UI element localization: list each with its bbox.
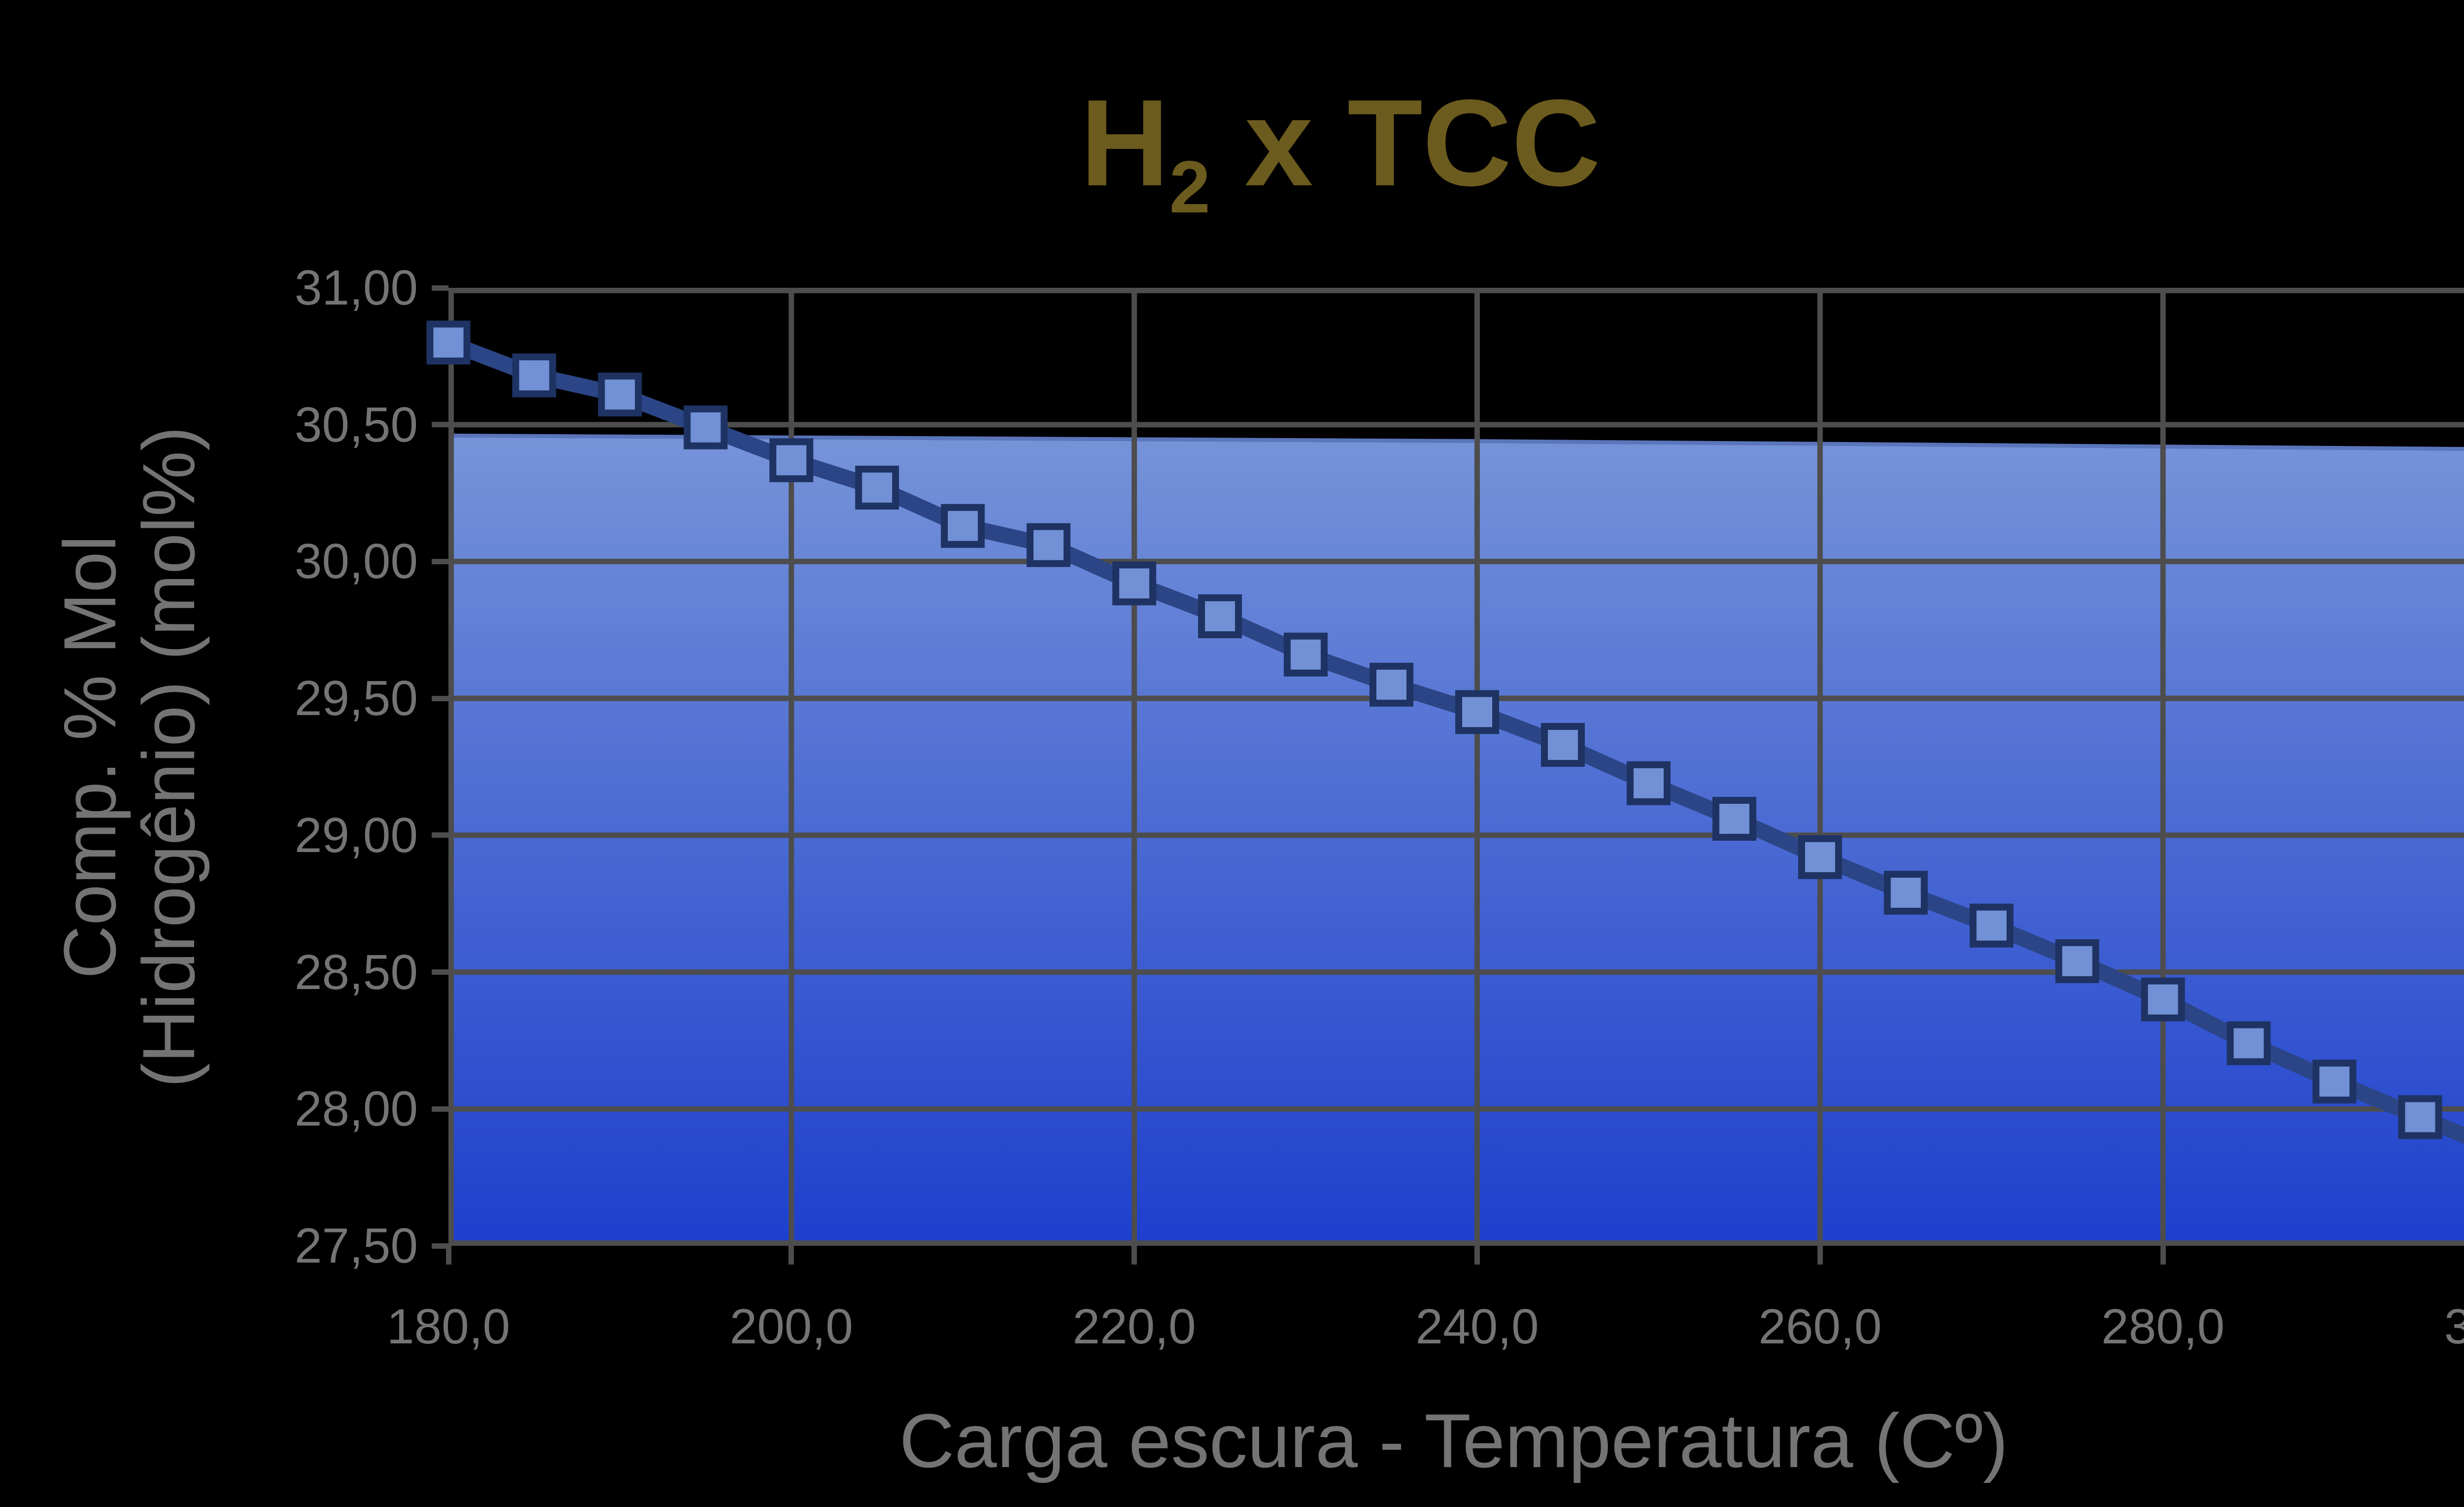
y-tick-label: 30,50: [294, 397, 418, 452]
y-axis-title-line2: (Hidrogênio) (mol%): [127, 426, 210, 1088]
data-point-marker: [2055, 939, 2099, 983]
x-tick-mark: [1131, 1246, 1137, 1265]
x-axis-title: Carga escura - Temperatura (Cº): [899, 1398, 2009, 1483]
data-point-marker: [1198, 594, 1242, 639]
data-point-marker: [598, 373, 642, 417]
data-point-marker: [512, 353, 556, 398]
y-tick-mark: [432, 1243, 448, 1249]
chart-svg: [426, 288, 2464, 1246]
y-tick-label: 29,50: [294, 671, 418, 726]
chart-title: H2 x TCC: [848, 76, 1833, 253]
x-tick-label: 200,0: [729, 1299, 853, 1354]
x-tick-mark: [2160, 1246, 2166, 1265]
data-point-marker: [2226, 1021, 2271, 1065]
data-point-marker: [941, 504, 985, 548]
data-point-marker: [1969, 903, 2014, 948]
data-point-marker: [1284, 632, 1328, 677]
data-point-marker: [2312, 1060, 2357, 1104]
y-tick-label: 28,00: [294, 1081, 418, 1137]
chart-title-base: H: [1080, 74, 1169, 211]
y-tick-mark: [432, 695, 448, 701]
x-tick-label: 220,0: [1072, 1299, 1196, 1354]
y-tick-mark: [432, 422, 448, 428]
x-tick-mark: [788, 1246, 794, 1265]
data-point-marker: [1712, 797, 1756, 841]
x-tick-label: 280,0: [2101, 1299, 2225, 1354]
data-point-marker: [769, 438, 814, 482]
plot-area: [426, 288, 2464, 1246]
data-point-marker: [1626, 761, 1671, 805]
y-tick-mark: [432, 558, 448, 564]
data-point-marker: [1369, 662, 1414, 707]
x-tick-label: 300,0: [2444, 1299, 2464, 1354]
chart-title-rest: x TCC: [1210, 74, 1601, 211]
y-tick-mark: [432, 1106, 448, 1112]
y-tick-mark: [432, 285, 448, 291]
data-point-marker: [1112, 561, 1157, 606]
data-point-marker: [1883, 870, 1928, 915]
y-tick-label: 31,00: [294, 260, 418, 315]
y-tick-label: 29,00: [294, 807, 418, 863]
x-tick-label: 240,0: [1415, 1299, 1539, 1354]
x-tick-mark: [1474, 1246, 1480, 1265]
chart-title-subscript: 2: [1169, 145, 1211, 228]
plot-border: [448, 288, 2464, 1246]
data-point-marker: [1455, 690, 1499, 734]
data-point-marker: [1540, 723, 1585, 767]
data-point-marker: [855, 465, 899, 510]
x-tick-mark: [445, 1246, 451, 1265]
y-tick-label: 27,50: [294, 1218, 418, 1273]
y-axis-title-line1: Comp. % Mol: [48, 535, 131, 979]
area-series: [448, 435, 2464, 1246]
data-point-marker: [426, 320, 471, 365]
data-point-marker: [684, 405, 728, 449]
data-point-marker: [2398, 1095, 2442, 1139]
x-tick-label: 180,0: [386, 1299, 511, 1354]
data-point-marker: [1027, 523, 1071, 567]
y-axis-title: Comp. % Mol (Hidrogênio) (mol%): [48, 166, 210, 1348]
x-tick-mark: [1817, 1246, 1823, 1265]
y-tick-mark: [432, 969, 448, 975]
data-point-marker: [2141, 977, 2185, 1022]
y-tick-mark: [432, 832, 448, 838]
x-tick-label: 260,0: [1758, 1299, 1882, 1354]
y-tick-label: 28,50: [294, 944, 418, 1000]
data-point-marker: [1798, 835, 1842, 879]
y-tick-label: 30,00: [294, 534, 418, 589]
